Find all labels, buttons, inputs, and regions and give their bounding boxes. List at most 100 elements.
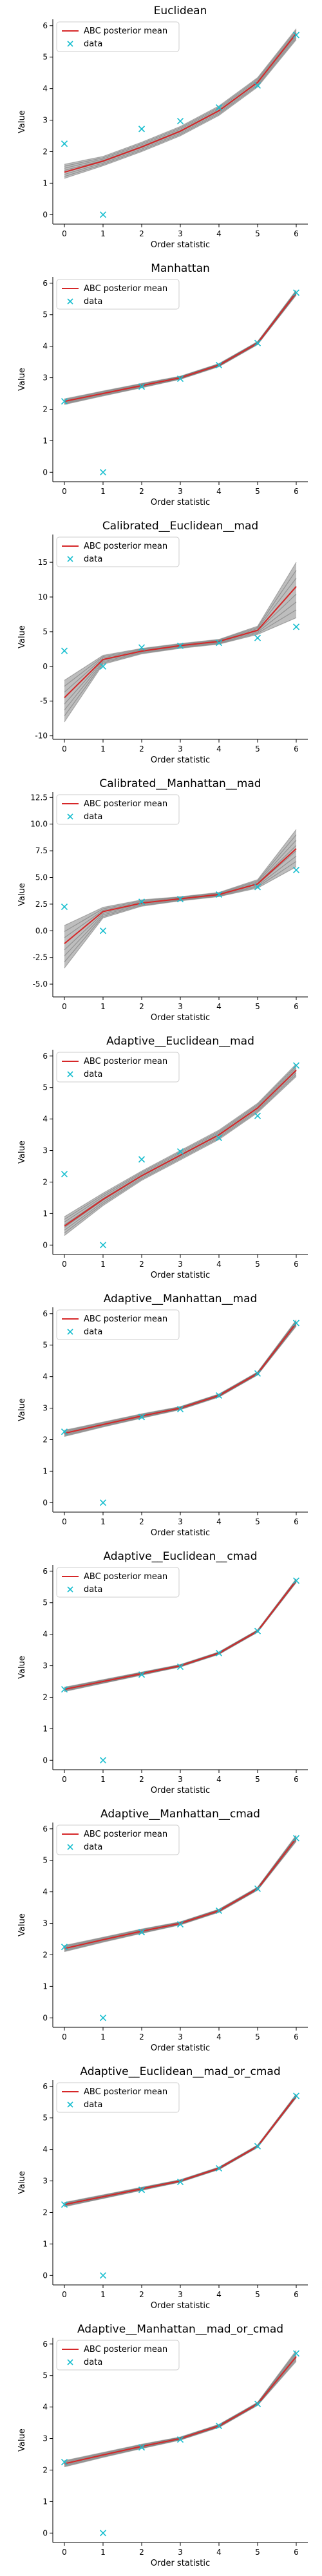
x-tick-label: 1: [100, 744, 106, 753]
y-tick-label: -2.5: [33, 953, 48, 962]
data-point-marker: [99, 1242, 107, 1249]
x-axis-label: Order statistic: [151, 1528, 210, 1538]
data-point-marker: [138, 1929, 146, 1936]
posterior-band: [64, 28, 296, 179]
y-tick-label: 3: [43, 2434, 48, 2443]
legend-swatch-data: [67, 2101, 73, 2108]
data-point-stroke: [176, 2178, 184, 2186]
y-tick-label: 0: [43, 2013, 48, 2022]
chart-title: Manhattan: [151, 262, 210, 275]
y-tick-label: 3: [43, 116, 48, 125]
data-point-stroke: [176, 1405, 184, 1413]
x-tick-label: 1: [100, 2290, 106, 2299]
x-tick-label: 6: [294, 1517, 299, 1526]
y-axis-label: Value: [17, 625, 27, 649]
posterior-sample-line: [64, 32, 297, 169]
y-tick-label: 4: [43, 84, 48, 93]
legend-box: [56, 21, 180, 52]
chart-panel: Adaptive__Euclidean__mad_or_cmad 0 1 2 3 4 5 6 0…: [17, 2065, 308, 2311]
posterior-sample-line: [64, 1839, 297, 1951]
legend-swatch-data: [67, 41, 73, 47]
y-axis-label: Value: [17, 2429, 27, 2452]
legend-label-mean: ABC posterior mean: [84, 542, 167, 551]
x-tick-label: 4: [216, 2548, 222, 2557]
data-point-marker: [138, 2444, 146, 2451]
chart-title: Adaptive__Manhattan__cmad: [100, 1808, 260, 1821]
y-tick-label: 0: [43, 1756, 48, 1765]
data-point-stroke: [99, 1757, 107, 1764]
data-point-marker: [176, 1148, 184, 1155]
x-tick-label: 5: [255, 1260, 260, 1269]
data-point-stroke: [215, 1134, 223, 1142]
data-point-stroke: [138, 383, 146, 390]
x-tick-label: 4: [216, 229, 222, 238]
y-tick-label: 2: [43, 2465, 48, 2474]
legend-box: [56, 1567, 180, 1598]
data-point-stroke: [61, 2459, 68, 2466]
series-line-posterior-mean: [64, 848, 297, 944]
data-point-marker: [215, 1649, 223, 1657]
y-tick-label: 1: [43, 2497, 48, 2506]
x-axis-label: Order statistic: [151, 2301, 210, 2311]
posterior-sample-line: [64, 295, 297, 405]
x-tick-label: 2: [139, 1260, 144, 1269]
data-point-marker: [254, 2400, 261, 2407]
posterior-sample-line: [64, 39, 297, 179]
x-tick-label: 4: [216, 2290, 222, 2299]
data-point-marker: [61, 1428, 68, 1435]
chart-panel: Manhattan 0 1 2 3 4 5 6 0 1 2 3 4 5 6 Order statistic Va…: [17, 262, 308, 507]
y-tick-label: 4: [43, 1372, 48, 1381]
posterior-sample-line: [64, 1320, 297, 1431]
data-point-marker: [61, 398, 68, 405]
y-tick-label: 5: [43, 1856, 48, 1865]
posterior-sample-line: [64, 35, 297, 173]
y-tick-label: 5: [43, 627, 48, 636]
data-point-marker: [254, 1112, 261, 1119]
x-axis-label: Order statistic: [151, 1786, 210, 1795]
data-point-marker: [61, 1944, 68, 1951]
posterior-sample-line: [64, 593, 297, 705]
y-tick-label: 7.5: [35, 846, 48, 855]
data-point-stroke: [99, 2014, 107, 2022]
legend-swatch-stroke: [67, 41, 73, 47]
data-point-marker: [138, 1414, 146, 1421]
y-tick-label: 5: [43, 53, 48, 62]
x-tick-label: 1: [100, 229, 106, 238]
y-tick-label: 3: [43, 1662, 48, 1671]
series-line-posterior-mean: [64, 586, 297, 699]
data-point-stroke: [254, 1112, 261, 1119]
y-axis-label: Value: [17, 2171, 27, 2194]
data-point-marker: [215, 2422, 223, 2430]
posterior-sample-line: [64, 2350, 297, 2461]
data-point-stroke: [254, 1885, 261, 1892]
data-point-marker: [61, 647, 68, 654]
data-point-stroke: [176, 117, 184, 125]
legend-box: [56, 536, 180, 567]
posterior-sample-line: [64, 36, 297, 175]
data-point-stroke: [176, 1148, 184, 1155]
data-point-stroke: [292, 1577, 300, 1584]
posterior-sample-line: [64, 2359, 297, 2467]
legend-swatch-data: [67, 1586, 73, 1593]
legend-box: [56, 794, 180, 825]
x-tick-label: 6: [294, 2032, 299, 2041]
data-point-stroke: [99, 927, 107, 934]
posterior-sample-line: [64, 1835, 297, 1946]
x-tick-label: 3: [178, 1517, 183, 1526]
y-tick-label: 3: [43, 1146, 48, 1155]
posterior-sample-line: [64, 290, 297, 399]
x-tick-label: 0: [62, 2032, 67, 2041]
posterior-sample-line: [64, 2358, 297, 2466]
data-point-marker: [99, 2014, 107, 2022]
y-axis-label: Value: [17, 1913, 27, 1937]
y-tick-label: 1: [43, 1982, 48, 1991]
data-point-stroke: [99, 211, 107, 218]
data-point-stroke: [176, 896, 184, 903]
data-point-marker: [61, 140, 68, 147]
data-point-stroke: [138, 898, 146, 905]
data-point-marker: [215, 361, 223, 369]
posterior-sample-line: [64, 866, 297, 969]
legend-label-mean: ABC posterior mean: [84, 1830, 167, 1839]
data-point-marker: [215, 1907, 223, 1915]
legend-label-mean: ABC posterior mean: [84, 2087, 167, 2097]
